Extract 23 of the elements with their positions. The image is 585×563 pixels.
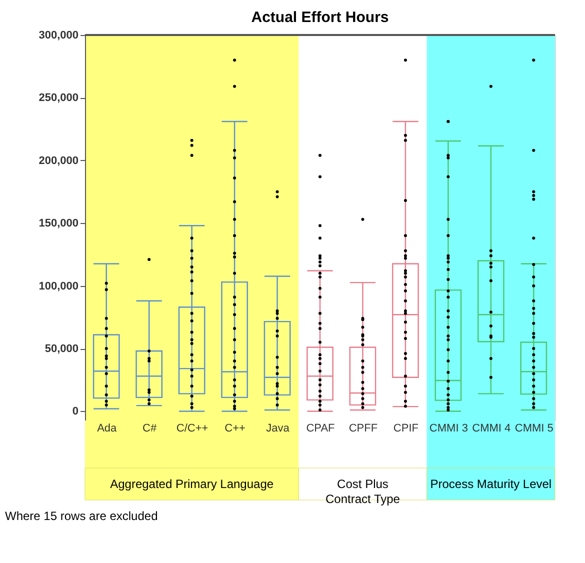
x-tick-label: CMMI 4 bbox=[472, 422, 511, 434]
x-tick-label: CPFF bbox=[348, 422, 378, 434]
y-tick-label: 150,000 bbox=[38, 218, 78, 230]
band-label: Process Maturity Level bbox=[430, 477, 552, 491]
band-label: Cost Plus Contract Type bbox=[325, 477, 400, 506]
x-tick-label: Ada bbox=[97, 422, 118, 434]
x-tick-label: CPIF bbox=[393, 422, 419, 434]
x-tick-label: C# bbox=[142, 422, 158, 434]
y-tick-label: 100,000 bbox=[38, 280, 78, 292]
x-tick-label: C++ bbox=[224, 422, 246, 434]
x-tick-label: CMMI 3 bbox=[429, 422, 468, 434]
y-tick-label: 300,000 bbox=[38, 30, 78, 42]
y-tick-label: 50,000 bbox=[44, 343, 78, 356]
band-label: Aggregated Primary Language bbox=[110, 477, 274, 491]
x-tick-label: Java bbox=[266, 422, 290, 434]
y-tick-label: 0 bbox=[72, 406, 78, 418]
x-tick-label: C/C++ bbox=[176, 422, 208, 434]
y-tick-label: 200,000 bbox=[38, 154, 78, 167]
x-tick-label: CPAF bbox=[306, 422, 336, 434]
x-tick-label: CMMI 5 bbox=[514, 422, 554, 434]
text: Where 15 rows are excluded bbox=[5, 509, 158, 523]
y-tick-label: 250,000 bbox=[38, 92, 78, 104]
chart-title: Actual Effort Hours bbox=[251, 9, 389, 26]
